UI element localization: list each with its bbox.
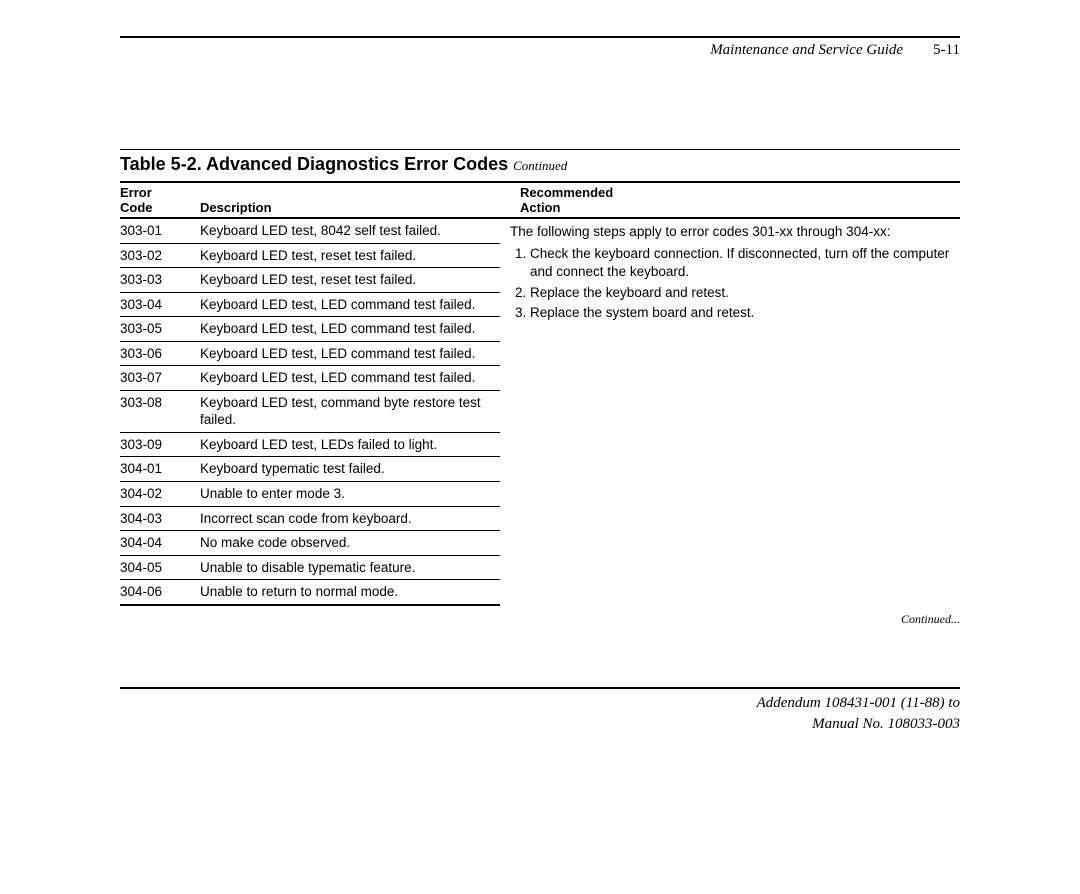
error-code: 303-01: [120, 222, 200, 240]
table-row: 304-06Unable to return to normal mode.: [120, 580, 500, 606]
running-header: Maintenance and Service Guide 5-11: [120, 42, 960, 59]
error-description: Unable to return to normal mode.: [200, 583, 508, 601]
table-row: 303-03Keyboard LED test, reset test fail…: [120, 268, 500, 293]
continued-note: Continued...: [120, 612, 960, 627]
error-code: 304-01: [120, 460, 200, 478]
error-description: Keyboard LED test, command byte restore …: [200, 394, 508, 429]
table-row: 304-02Unable to enter mode 3.: [120, 482, 500, 507]
separator-rule: [120, 149, 960, 150]
table-body: 303-01Keyboard LED test, 8042 self test …: [120, 219, 960, 606]
error-description: Keyboard LED test, LED command test fail…: [200, 296, 508, 314]
error-code: 303-07: [120, 369, 200, 387]
table-row: 304-04No make code observed.: [120, 531, 500, 556]
error-code: 303-08: [120, 394, 200, 429]
error-code: 303-09: [120, 436, 200, 454]
recommended-action: The following steps apply to error codes…: [500, 219, 960, 606]
footer-line-1: Addendum 108431-001 (11-88) to: [120, 693, 960, 714]
table-row: 304-01Keyboard typematic test failed.: [120, 457, 500, 482]
action-step: Replace the system board and retest.: [530, 304, 960, 322]
table-title-continued: Continued: [513, 158, 567, 173]
error-code-list: 303-01Keyboard LED test, 8042 self test …: [120, 219, 500, 606]
error-code: 304-05: [120, 559, 200, 577]
page: Maintenance and Service Guide 5-11 Table…: [0, 0, 1080, 894]
error-code: 303-02: [120, 247, 200, 265]
table-row: 304-03Incorrect scan code from keyboard.: [120, 507, 500, 532]
table-row: 304-05Unable to disable typematic featur…: [120, 556, 500, 581]
error-code: 304-03: [120, 510, 200, 528]
error-description: Keyboard LED test, 8042 self test failed…: [200, 222, 508, 240]
error-description: Keyboard LED test, LED command test fail…: [200, 345, 508, 363]
table-row: 303-07Keyboard LED test, LED command tes…: [120, 366, 500, 391]
table-row: 303-02Keyboard LED test, reset test fail…: [120, 244, 500, 269]
error-description: Unable to disable typematic feature.: [200, 559, 508, 577]
table-title: Table 5-2. Advanced Diagnostics Error Co…: [120, 154, 960, 175]
header-page-number: 5-11: [933, 42, 960, 59]
col-header-code: Error Code: [120, 185, 200, 215]
error-code: 303-06: [120, 345, 200, 363]
top-rule: [120, 36, 960, 38]
table-row: 303-01Keyboard LED test, 8042 self test …: [120, 219, 500, 244]
error-description: Keyboard LED test, reset test failed.: [200, 247, 508, 265]
table-row: 303-08Keyboard LED test, command byte re…: [120, 391, 500, 433]
error-description: Keyboard LED test, LEDs failed to light.: [200, 436, 508, 454]
error-description: No make code observed.: [200, 534, 508, 552]
table-row: 303-05Keyboard LED test, LED command tes…: [120, 317, 500, 342]
error-code: 303-05: [120, 320, 200, 338]
footer: Addendum 108431-001 (11-88) to Manual No…: [120, 693, 960, 735]
error-code: 304-02: [120, 485, 200, 503]
error-description: Keyboard LED test, LED command test fail…: [200, 320, 508, 338]
action-step: Replace the keyboard and retest.: [530, 284, 960, 302]
error-code: 304-04: [120, 534, 200, 552]
header-title: Maintenance and Service Guide: [710, 42, 903, 59]
table-header-row: Error Code Description Recommended Actio…: [120, 181, 960, 219]
error-description: Keyboard LED test, reset test failed.: [200, 271, 508, 289]
error-code: 303-03: [120, 271, 200, 289]
table-row: 303-04Keyboard LED test, LED command tes…: [120, 293, 500, 318]
error-description: Keyboard LED test, LED command test fail…: [200, 369, 508, 387]
action-intro: The following steps apply to error codes…: [510, 223, 960, 241]
col-header-action: Recommended Action: [510, 185, 960, 215]
error-code: 304-06: [120, 583, 200, 601]
error-description: Incorrect scan code from keyboard.: [200, 510, 508, 528]
table-row: 303-09Keyboard LED test, LEDs failed to …: [120, 433, 500, 458]
action-step: Check the keyboard connection. If discon…: [530, 245, 960, 281]
action-steps: Check the keyboard connection. If discon…: [510, 245, 960, 322]
table-title-main: Table 5-2. Advanced Diagnostics Error Co…: [120, 154, 508, 174]
footer-line-2: Manual No. 108033-003: [120, 714, 960, 735]
error-description: Unable to enter mode 3.: [200, 485, 508, 503]
error-description: Keyboard typematic test failed.: [200, 460, 508, 478]
error-code: 303-04: [120, 296, 200, 314]
bottom-rule: [120, 687, 960, 689]
table-row: 303-06Keyboard LED test, LED command tes…: [120, 342, 500, 367]
col-header-description: Description: [200, 185, 510, 215]
